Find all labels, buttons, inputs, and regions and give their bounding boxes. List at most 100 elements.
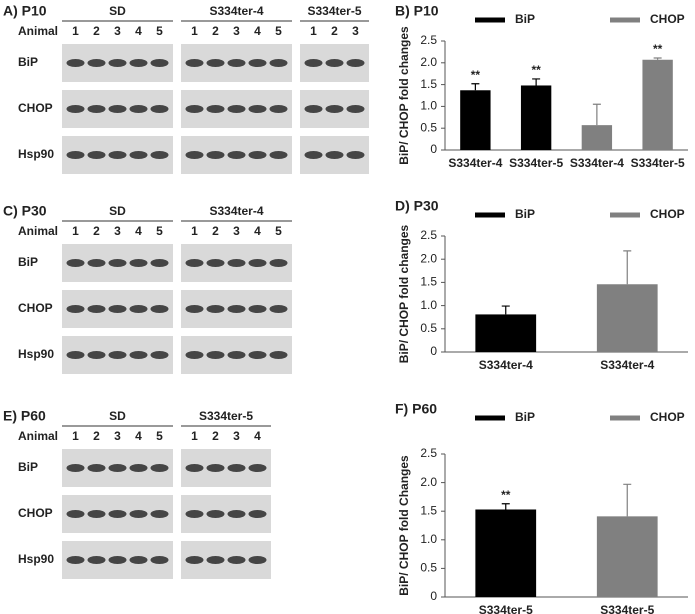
blot-band (206, 59, 225, 67)
significance-label: ** (653, 42, 663, 56)
blot-band (66, 351, 85, 359)
lane-label: 2 (331, 24, 338, 38)
blot-band (150, 510, 169, 518)
y-tick-label: 1.5 (420, 275, 437, 289)
y-tick-label: 0 (430, 142, 437, 156)
y-tick-label: 0 (430, 344, 437, 358)
group-label: S334ter-4 (209, 4, 263, 18)
y-tick-label: 2.5 (420, 228, 437, 242)
panel-title: E) P60 (3, 408, 46, 424)
blot-band (185, 259, 204, 267)
bar (460, 90, 491, 150)
lane-label: 4 (254, 224, 261, 238)
blot-band (87, 259, 106, 267)
blot-band (87, 510, 106, 518)
lane-label: 3 (352, 24, 359, 38)
legend-label: CHOP (650, 207, 685, 221)
bar (475, 509, 537, 597)
blot-band (185, 510, 204, 518)
y-tick-label: 2.0 (420, 475, 437, 489)
legend-label: BiP (515, 12, 535, 26)
blot-band (248, 556, 267, 564)
significance-label: ** (501, 488, 511, 502)
blot-band (129, 556, 148, 564)
lane-label: 5 (156, 24, 163, 38)
blot-band (206, 464, 225, 472)
blot-band (129, 59, 148, 67)
y-tick-label: 2.5 (420, 446, 437, 460)
row-label: BiP (18, 55, 38, 69)
blot-band (150, 305, 169, 313)
blot-band (150, 105, 169, 113)
lane-label: 1 (72, 24, 79, 38)
blot-band (248, 351, 267, 359)
blot-band (150, 59, 169, 67)
lane-label: 2 (212, 429, 219, 443)
lane-label: 3 (233, 429, 240, 443)
row-label: CHOP (18, 101, 53, 115)
blot-band (129, 151, 148, 159)
row-label: Hsp90 (18, 347, 54, 361)
group-label: S334ter-4 (209, 204, 263, 218)
panel-title: A) P10 (3, 3, 47, 19)
blot-band (227, 510, 246, 518)
lane-label: 4 (135, 429, 142, 443)
blot-band (87, 59, 106, 67)
chart-title: D) P30 (395, 198, 439, 214)
blot-band (206, 351, 225, 359)
error-bar (471, 83, 480, 91)
bar (642, 59, 673, 150)
x-tick-label: S334ter-4 (600, 358, 654, 372)
blot-band (304, 151, 323, 159)
lane-label: 2 (212, 224, 219, 238)
bar (520, 85, 552, 150)
blot-band (185, 105, 204, 113)
lane-label: 1 (72, 224, 79, 238)
blot-band (206, 105, 225, 113)
significance-label: ** (531, 63, 541, 77)
error-bar (623, 250, 632, 285)
row-label: CHOP (18, 506, 53, 520)
y-tick-label: 1.0 (420, 532, 437, 546)
legend-label: CHOP (650, 410, 685, 424)
y-tick-label: 0.5 (420, 120, 437, 134)
blot-band (150, 151, 169, 159)
y-tick-label: 1.0 (420, 298, 437, 312)
x-tick-label: S334ter-5 (600, 603, 654, 614)
y-tick-label: 1.5 (420, 503, 437, 517)
blot-band (129, 105, 148, 113)
chart-title: B) P10 (395, 3, 439, 19)
blot-band (108, 305, 127, 313)
blot-band (185, 151, 204, 159)
blot-band (66, 305, 85, 313)
blot-band (346, 105, 365, 113)
bar (475, 314, 537, 352)
group-label: S334ter-5 (307, 4, 361, 18)
lane-label: 3 (114, 429, 121, 443)
lane-label: 1 (310, 24, 317, 38)
y-axis-label: BiP/ CHOP fold changes (397, 26, 411, 165)
lane-label: 5 (156, 224, 163, 238)
blot-band (108, 464, 127, 472)
lane-label: 4 (135, 224, 142, 238)
blot-band (129, 464, 148, 472)
blot-band (87, 351, 106, 359)
blot-band (108, 59, 127, 67)
bar (596, 284, 658, 352)
blot-band (304, 59, 323, 67)
lane-label: 2 (93, 224, 100, 238)
blot-band (108, 105, 127, 113)
x-tick-label: S334ter-4 (448, 156, 502, 170)
blot-band (66, 259, 85, 267)
error-bar (532, 78, 541, 86)
blot-band (248, 259, 267, 267)
blot-band (150, 464, 169, 472)
lane-label: 2 (212, 24, 219, 38)
legend-label: CHOP (650, 12, 685, 26)
blot-band (248, 305, 267, 313)
blot-band (108, 556, 127, 564)
panel-title: C) P30 (3, 203, 47, 219)
blot-band (269, 351, 288, 359)
lane-label: 3 (233, 24, 240, 38)
